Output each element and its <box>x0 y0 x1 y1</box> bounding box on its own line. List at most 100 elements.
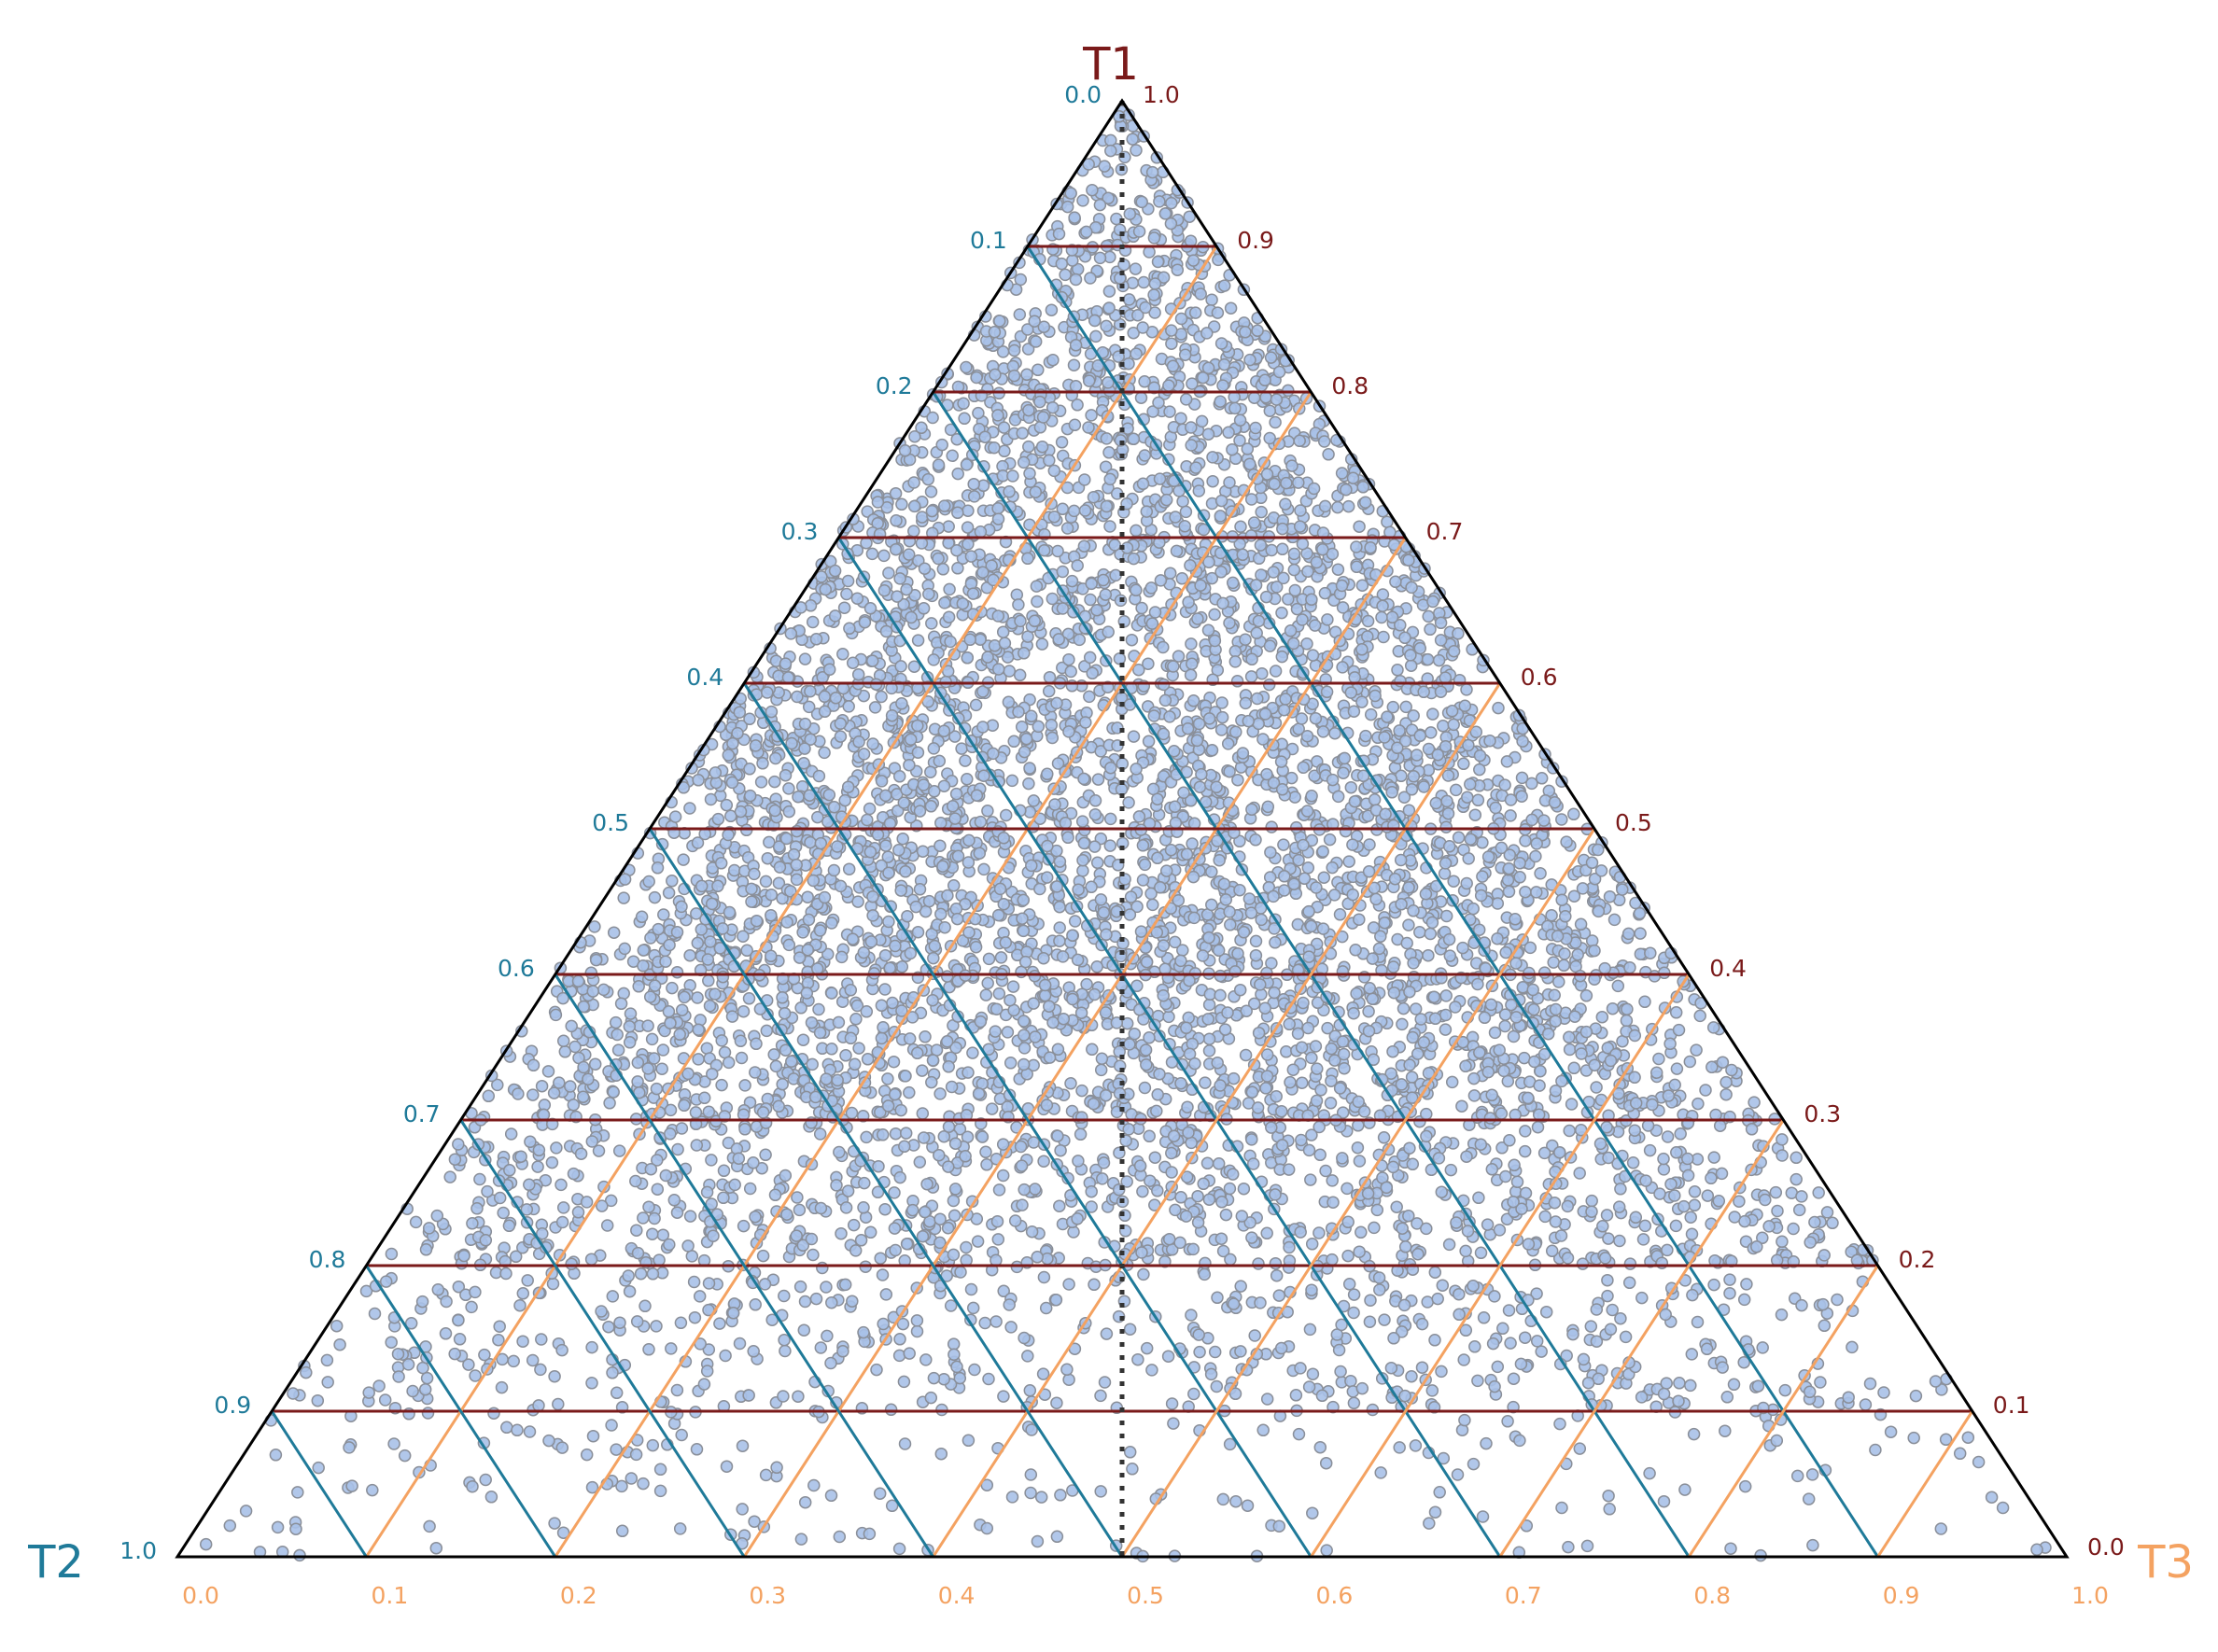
scatter-point <box>1239 696 1253 710</box>
scatter-point <box>1228 401 1242 415</box>
scatter-point <box>1488 1290 1501 1303</box>
scatter-point <box>670 965 684 979</box>
scatter-point <box>1144 581 1158 595</box>
scatter-point <box>1122 796 1135 809</box>
scatter-point <box>1420 1222 1433 1236</box>
scatter-point <box>1501 1074 1515 1088</box>
scatter-point <box>707 1229 720 1242</box>
scatter-point <box>470 1202 484 1215</box>
scatter-point <box>1305 1283 1318 1296</box>
scatter-point <box>1230 675 1244 688</box>
scatter-point <box>926 993 939 1007</box>
scatter-point <box>1496 1322 1509 1336</box>
scatter-point <box>962 1066 975 1079</box>
scatter-point <box>423 1519 436 1533</box>
scatter-point <box>967 477 980 491</box>
scatter-point <box>1712 1195 1726 1208</box>
scatter-point <box>1362 1004 1375 1018</box>
scatter-point <box>1241 1499 1255 1512</box>
scatter-point <box>979 1145 992 1159</box>
scatter-point <box>1459 1323 1473 1337</box>
scatter-point <box>1621 1002 1634 1016</box>
scatter-point <box>1713 1119 1727 1132</box>
scatter-point <box>1353 520 1366 533</box>
scatter-point <box>1094 1389 1107 1403</box>
scatter-point <box>1303 1323 1317 1337</box>
scatter-point <box>1277 838 1290 851</box>
scatter-point <box>1491 897 1505 910</box>
scatter-point <box>665 1342 678 1355</box>
scatter-point <box>1226 442 1239 456</box>
scatter-point <box>1661 1243 1674 1257</box>
scatter-point <box>1405 1369 1418 1383</box>
scatter-point <box>1661 1130 1675 1143</box>
scatter-point <box>1138 858 1152 872</box>
scatter-point <box>1438 867 1452 880</box>
scatter-point <box>944 1299 958 1312</box>
scatter-point <box>1355 695 1369 708</box>
scatter-point <box>1065 574 1079 588</box>
scatter-point <box>722 1056 736 1070</box>
scatter-point <box>1350 560 1364 574</box>
scatter-point <box>919 1030 932 1043</box>
scatter-point <box>1244 493 1258 506</box>
scatter-point <box>484 1491 498 1504</box>
scatter-point <box>1255 505 1268 519</box>
scatter-point <box>1138 449 1152 462</box>
scatter-point <box>1504 809 1517 822</box>
scatter-point <box>1378 1313 1391 1326</box>
scatter-point <box>605 1419 618 1432</box>
scatter-point <box>1085 577 1098 591</box>
scatter-point <box>1409 1439 1423 1452</box>
scatter-point <box>1179 1210 1193 1223</box>
scatter-point <box>1123 1323 1137 1336</box>
scatter-point <box>1190 734 1204 748</box>
scatter-point <box>1535 1345 1548 1358</box>
scatter-point <box>1457 1353 1470 1366</box>
scatter-point <box>1088 314 1102 328</box>
scatter-point <box>1317 871 1331 884</box>
scatter-point <box>511 1423 524 1437</box>
scatter-point <box>1790 1469 1804 1483</box>
scatter-point <box>1046 353 1060 367</box>
scatter-point <box>1792 1203 1806 1217</box>
scatter-point <box>851 895 864 908</box>
scatter-point <box>1398 1389 1411 1403</box>
scatter-point <box>1515 790 1528 803</box>
scatter-point <box>606 1290 620 1303</box>
scatter-point <box>1202 998 1216 1012</box>
scatter-point <box>1341 1215 1355 1229</box>
scatter-point <box>750 1037 763 1051</box>
scatter-point <box>1423 1517 1436 1530</box>
scatter-point <box>556 1201 570 1214</box>
scatter-point <box>1099 1088 1113 1102</box>
scatter-point <box>981 976 994 990</box>
scatter-point <box>1102 625 1115 638</box>
scatter-point <box>1205 898 1218 912</box>
scatter-point <box>958 412 971 426</box>
scatter-point <box>504 1127 518 1141</box>
scatter-point <box>1756 1231 1769 1245</box>
scatter-point <box>793 1280 807 1294</box>
scatter-point <box>927 951 940 965</box>
scatter-point <box>1123 1446 1137 1459</box>
scatter-point <box>864 935 878 948</box>
scatter-point <box>1444 1163 1458 1177</box>
scatter-point <box>1185 439 1198 452</box>
scatter-point <box>1425 1384 1439 1397</box>
scatter-point <box>1498 1019 1511 1033</box>
scatter-point <box>1374 1466 1387 1479</box>
scatter-point <box>1684 1211 1697 1224</box>
scatter-point <box>745 895 758 908</box>
scatter-point <box>1169 511 1182 524</box>
scatter-point <box>916 511 929 524</box>
scatter-point <box>666 875 679 888</box>
scatter-point <box>903 1085 916 1099</box>
scatter-point <box>1186 837 1199 850</box>
scatter-point <box>743 1182 757 1196</box>
scatter-point <box>1054 1489 1067 1502</box>
scatter-point <box>419 1243 433 1256</box>
scatter-point <box>700 1365 714 1378</box>
scatter-point <box>1468 808 1482 821</box>
scatter-point <box>1067 504 1081 518</box>
